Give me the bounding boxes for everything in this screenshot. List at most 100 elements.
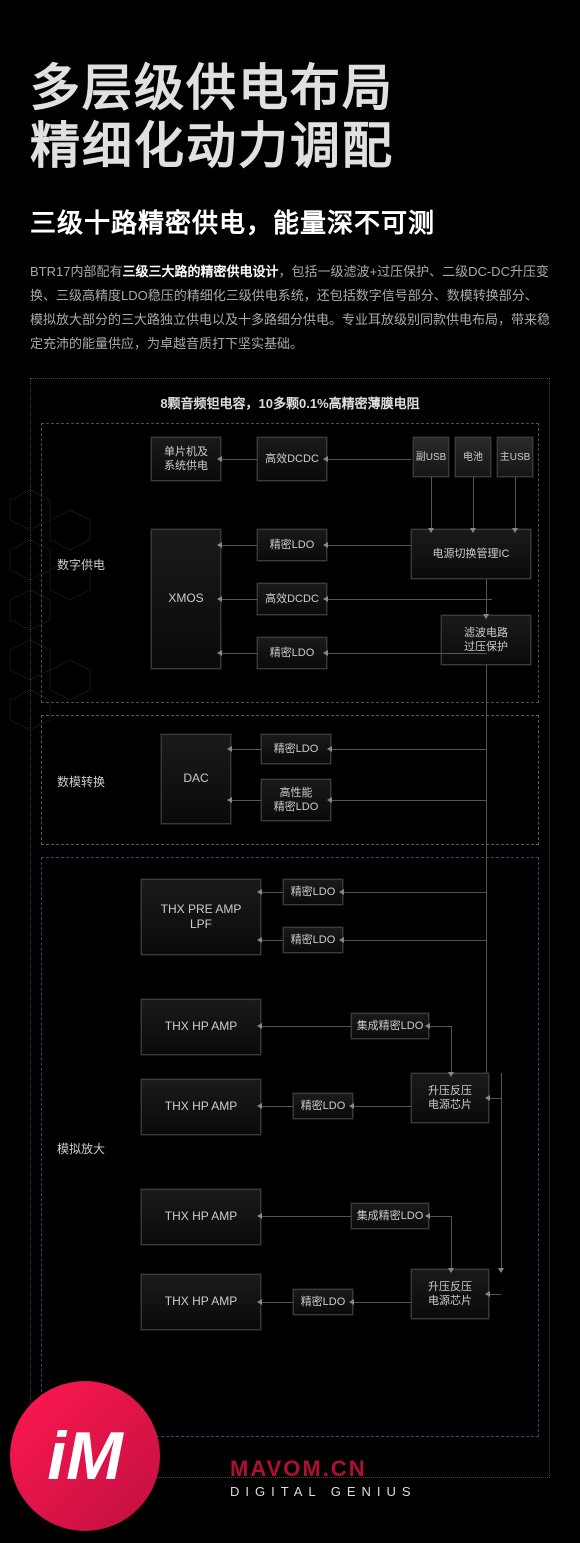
node-dac: DAC [161, 734, 231, 824]
node-ldo2: 精密LDO [257, 637, 327, 669]
arrowhead-23 [448, 1072, 454, 1077]
desc-prefix: BTR17内部配有 [30, 264, 122, 279]
arrowhead-29 [425, 1213, 430, 1219]
desc-bold: 三级三大路的精密供电设计 [122, 264, 278, 279]
node-ldo4: 高性能 精密LDO [261, 779, 331, 821]
arrow-0 [221, 459, 257, 460]
node-thxpre: THX PRE AMP LPF [141, 879, 261, 955]
input-1: 电池 [455, 437, 491, 477]
node-thxhp3: THX HP AMP [141, 1189, 261, 1245]
section-label-dac: 数模转换 [57, 773, 105, 790]
node-ldo6: 精密LDO [283, 927, 343, 953]
arrowhead-13 [227, 746, 232, 752]
brand-tagline: DIGITAL GENIUS [230, 1484, 417, 1499]
arrow-17 [261, 892, 283, 893]
arrowhead-20 [339, 937, 344, 943]
node-dcdc2: 高效DCDC [257, 583, 327, 615]
arrowhead-17 [257, 889, 262, 895]
arrowhead-6 [217, 596, 222, 602]
arrowhead-25 [349, 1103, 354, 1109]
arrow-11 [486, 665, 487, 1073]
logo-text: iM [47, 1417, 123, 1495]
arrowhead-24 [257, 1103, 262, 1109]
title-line-1: 多层级供电布局 [30, 60, 550, 118]
node-xmos: XMOS [151, 529, 221, 669]
node-thxhp2: THX HP AMP [141, 1079, 261, 1135]
arrow-32 [353, 1302, 411, 1303]
arrow-6 [221, 599, 257, 600]
arrowhead-19 [339, 889, 344, 895]
arrowhead-22 [425, 1023, 430, 1029]
arrow-20 [343, 940, 486, 941]
node-mcu: 单片机及 系统供电 [151, 437, 221, 481]
arrowhead-4 [512, 528, 518, 533]
logo-circle: iM [10, 1381, 160, 1531]
description: BTR17内部配有三级三大路的精密供电设计，包括一级滤波+过压保护、二级DC-D… [30, 260, 550, 356]
node-filter: 滤波电路 过压保护 [441, 615, 531, 665]
arrow-21 [261, 1026, 351, 1027]
node-ldo3: 精密LDO [261, 734, 331, 764]
arrow-23 [451, 1026, 452, 1073]
arrow-5 [221, 545, 257, 546]
arrowhead-1 [323, 456, 328, 462]
arrowhead-16 [327, 797, 332, 803]
section-label-digital: 数字供电 [57, 556, 105, 573]
arrow-26 [501, 1073, 502, 1269]
node-ildo1: 集成精密LDO [351, 1013, 429, 1039]
arrowhead-15 [327, 746, 332, 752]
arrowhead-10 [483, 614, 489, 619]
input-2: 主USB [497, 437, 533, 477]
arrow-10 [486, 579, 487, 615]
arrowhead-2 [428, 528, 434, 533]
arrowhead-12 [323, 650, 328, 656]
arrowhead-33 [485, 1291, 490, 1297]
arrow-28 [261, 1216, 351, 1217]
node-ldo1: 精密LDO [257, 529, 327, 561]
arrow-2 [431, 477, 432, 529]
node-ldo5: 精密LDO [283, 879, 343, 905]
power-diagram: 8颗音频钽电容，10多颗0.1%高精密薄膜电阻 数字供电数模转换模拟放大副USB… [30, 378, 550, 1478]
node-thxhp4: THX HP AMP [141, 1274, 261, 1330]
arrow-24 [261, 1106, 293, 1107]
arrow-7 [221, 653, 257, 654]
arrow-13 [231, 749, 261, 750]
arrow-1 [327, 459, 411, 460]
node-pswitch: 电源切换管理IC [411, 529, 531, 579]
arrowhead-31 [257, 1299, 262, 1305]
arrowhead-7 [217, 650, 222, 656]
arrow-25 [353, 1106, 411, 1107]
arrowhead-32 [349, 1299, 354, 1305]
node-ldo7: 精密LDO [293, 1093, 353, 1119]
arrow-9 [327, 599, 492, 600]
arrowhead-3 [470, 528, 476, 533]
arrowhead-30 [448, 1268, 454, 1273]
arrow-14 [231, 800, 261, 801]
arrow-29 [429, 1216, 451, 1217]
node-boost2: 升压反压 电源芯片 [411, 1269, 489, 1319]
arrow-12 [327, 653, 487, 654]
arrowhead-26 [498, 1268, 504, 1273]
arrowhead-9 [323, 596, 328, 602]
arrow-4 [515, 477, 516, 529]
arrowhead-14 [227, 797, 232, 803]
diagram-header: 8颗音频钽电容，10多颗0.1%高精密薄膜电阻 [31, 379, 549, 426]
arrowhead-28 [257, 1213, 262, 1219]
arrow-27 [489, 1098, 501, 1099]
arrow-18 [261, 940, 283, 941]
arrowhead-0 [217, 456, 222, 462]
node-dcdc1: 高效DCDC [257, 437, 327, 481]
arrowhead-18 [257, 937, 262, 943]
arrow-31 [261, 1302, 293, 1303]
arrowhead-21 [257, 1023, 262, 1029]
brand-block: MAVOM.CN DIGITAL GENIUS [230, 1456, 417, 1499]
arrow-33 [489, 1294, 501, 1295]
arrow-8 [327, 545, 411, 546]
input-0: 副USB [413, 437, 449, 477]
brand-name: MAVOM.CN [230, 1456, 417, 1482]
title-line-2: 精细化动力调配 [30, 118, 550, 176]
subtitle: 三级十路精密供电，能量深不可测 [30, 203, 550, 240]
node-boost1: 升压反压 电源芯片 [411, 1073, 489, 1123]
node-thxhp1: THX HP AMP [141, 999, 261, 1055]
arrowhead-27 [485, 1095, 490, 1101]
arrowhead-8 [323, 542, 328, 548]
